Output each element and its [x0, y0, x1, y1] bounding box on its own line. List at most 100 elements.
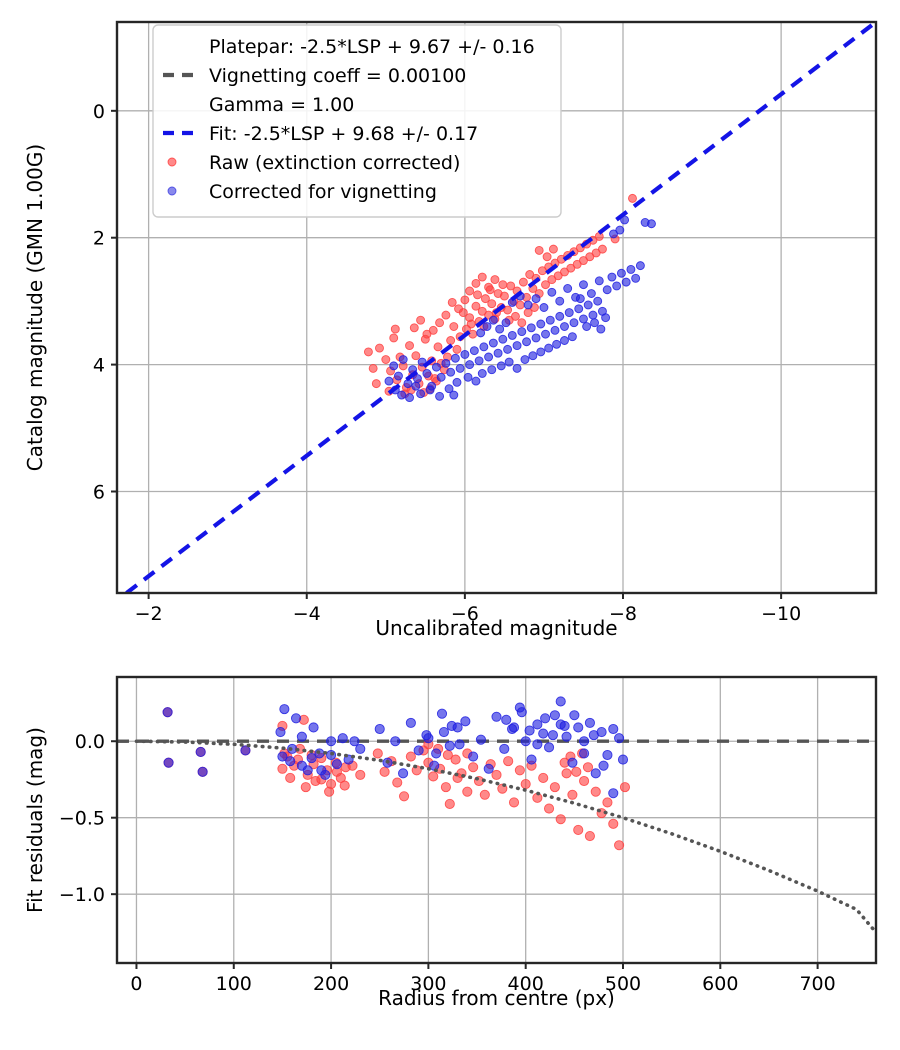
data-point	[545, 315, 555, 325]
data-point	[585, 252, 595, 262]
data-point	[468, 751, 479, 762]
data-point	[423, 733, 434, 744]
data-point	[431, 362, 441, 372]
data-point	[440, 782, 451, 793]
data-point	[553, 271, 563, 281]
data-point	[397, 390, 407, 400]
data-point	[615, 225, 625, 235]
data-point	[539, 303, 549, 312]
data-point	[479, 789, 490, 800]
data-point	[473, 290, 482, 300]
data-point	[566, 263, 576, 273]
data-point	[538, 728, 549, 739]
data-point	[455, 363, 465, 373]
data-point	[567, 789, 578, 800]
data-point	[491, 711, 502, 722]
data-point	[491, 769, 502, 780]
data-point	[428, 325, 438, 335]
data-point	[483, 763, 494, 774]
x-tick-label: 200	[313, 973, 349, 995]
data-point	[477, 369, 487, 378]
data-point	[503, 305, 513, 315]
data-point	[374, 723, 385, 735]
data-point	[579, 748, 590, 759]
data-point	[548, 244, 558, 254]
data-point	[450, 754, 461, 765]
data-point	[526, 323, 536, 333]
data-point	[526, 754, 537, 765]
legend-entry: Fit: -2.5*LSP + 9.68 +/- 0.17	[163, 123, 478, 145]
data-point	[538, 772, 549, 783]
x-tick-label: 500	[605, 973, 641, 995]
data-point	[547, 275, 557, 285]
data-point	[515, 300, 525, 310]
data-point	[405, 341, 414, 351]
data-point	[398, 768, 409, 779]
x-tick-label: 600	[702, 973, 738, 995]
data-point	[471, 301, 481, 311]
data-point	[504, 357, 514, 367]
data-point	[607, 272, 617, 282]
data-point	[411, 351, 421, 361]
data-point	[355, 743, 366, 754]
legend-marker-dot-icon	[167, 186, 177, 196]
data-point	[195, 746, 206, 757]
data-point	[569, 710, 580, 721]
data-point	[528, 351, 538, 361]
data-point	[392, 777, 403, 788]
data-point	[476, 328, 486, 338]
data-point	[602, 797, 613, 808]
data-point	[547, 730, 558, 741]
x-tick-label: −8	[609, 603, 637, 625]
data-point	[563, 284, 573, 293]
x-tick-label: 300	[410, 973, 446, 995]
legend-entry: Gamma = 1.00	[209, 94, 354, 116]
x-tick-label: 0	[130, 973, 142, 995]
data-point	[602, 749, 613, 761]
data-point	[593, 296, 603, 306]
data-point	[573, 824, 584, 835]
data-point	[594, 276, 604, 286]
data-point	[316, 765, 327, 776]
data-point	[290, 713, 302, 724]
x-tick-label: −2	[135, 603, 163, 625]
data-point	[584, 717, 595, 728]
data-point	[375, 343, 384, 353]
data-point	[536, 347, 546, 357]
photometric-calibration-plot-frame	[115, 20, 878, 595]
data-point	[285, 772, 296, 783]
data-point	[324, 786, 335, 797]
data-point	[468, 329, 478, 339]
data-point	[435, 318, 445, 328]
data-point	[499, 291, 509, 301]
data-point	[579, 736, 590, 747]
data-point	[477, 306, 487, 316]
data-point	[517, 318, 527, 328]
data-point	[462, 786, 473, 797]
legend-label: Fit: -2.5*LSP + 9.68 +/- 0.17	[209, 123, 478, 145]
data-point	[552, 339, 562, 349]
x-tick-label: −6	[451, 603, 479, 625]
data-point	[608, 788, 619, 799]
data-point	[240, 745, 251, 756]
data-point	[355, 769, 366, 780]
y-tick-label: 0	[93, 101, 105, 123]
data-point	[390, 324, 400, 334]
data-point	[512, 363, 522, 373]
data-point	[371, 379, 381, 389]
fit-residuals-plot-ylabel: Fit residuals (mag)	[23, 727, 47, 913]
data-point	[349, 736, 360, 747]
legend-label: Corrected for vignetting	[209, 181, 437, 203]
data-point	[561, 768, 572, 779]
legend: Platepar: -2.5*LSP + 9.67 +/- 0.16 Vignet…	[152, 24, 562, 218]
data-point	[635, 261, 645, 271]
data-point	[399, 791, 410, 802]
data-point	[436, 372, 446, 382]
data-point	[490, 275, 500, 285]
data-point	[438, 727, 450, 738]
data-point	[449, 390, 459, 400]
data-point	[608, 818, 619, 829]
data-point	[507, 330, 517, 340]
data-point	[162, 707, 173, 718]
data-point	[572, 259, 582, 269]
